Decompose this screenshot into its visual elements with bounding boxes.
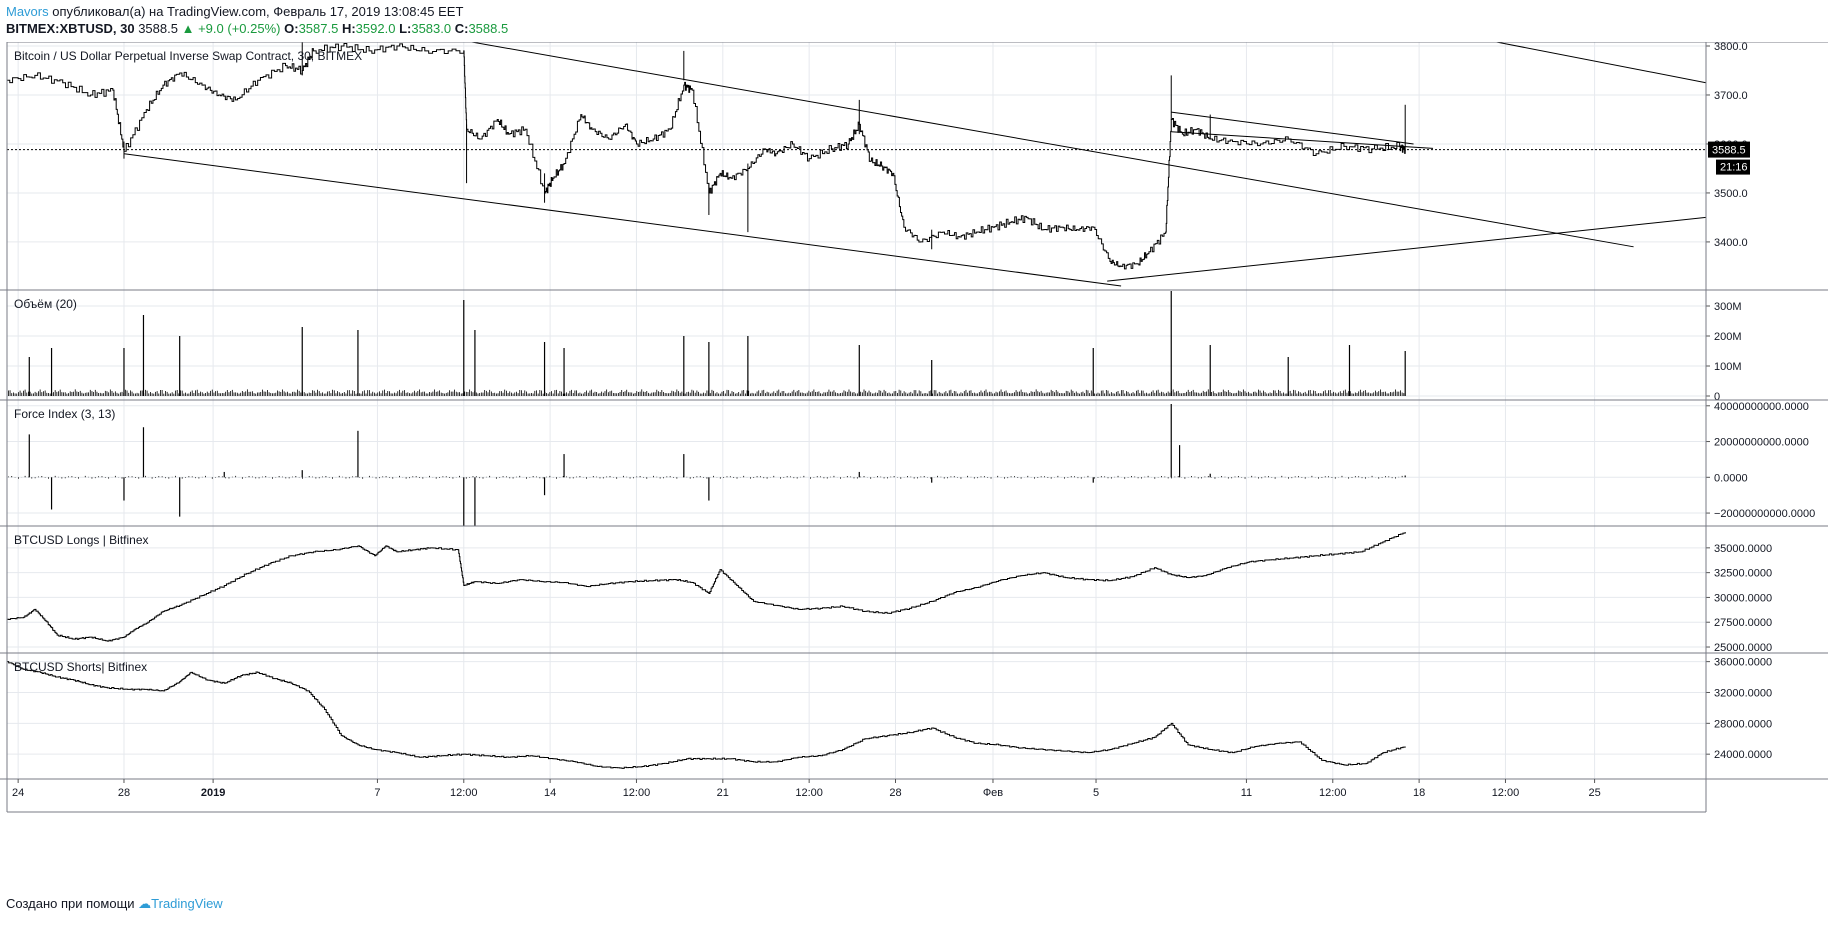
series-group	[7, 291, 1406, 396]
x-tick-label: 21	[717, 787, 729, 799]
y-tick-label: 32000.0000	[1714, 687, 1772, 699]
x-tick-label: 12:00	[623, 787, 651, 799]
y-tick-label: 3400.0	[1714, 237, 1748, 249]
x-tick-label: 18	[1413, 787, 1425, 799]
trend-line	[1171, 131, 1434, 149]
publish-line: Mavors опубликовал(а) на TradingView.com…	[6, 4, 463, 20]
x-tick-label: 28	[118, 787, 130, 799]
pane-4: 36000.0000 32000.0000 28000.0000 24000.0000…	[0, 657, 1828, 780]
volume-base-bars	[7, 389, 1405, 396]
tradingview-brand-link[interactable]: TradingView	[151, 896, 223, 911]
pane-title: Force Index (3, 13)	[14, 407, 115, 421]
x-tick-label: 14	[544, 787, 556, 799]
y-tick-label: 30000.0000	[1714, 592, 1772, 604]
countdown-badge	[1716, 159, 1750, 175]
y-tick-label: 300M	[1714, 301, 1742, 313]
y-tick-label: 20000000000.0000	[1714, 437, 1809, 449]
pane-0: 3800.03700.03600.03500.03400.03588.521:1…	[0, 42, 1828, 291]
x-tick-label: 11	[1241, 787, 1252, 799]
y-tick-label: 0	[1714, 391, 1720, 403]
y-tick-label: 28000.0000	[1714, 718, 1772, 730]
last-price-badge	[1708, 141, 1750, 158]
trend-line	[123, 153, 1122, 287]
y-tick-label: 32500.0000	[1714, 568, 1772, 580]
high-label: H:	[341, 21, 356, 36]
created-with-text: Создано при помощи	[6, 896, 135, 911]
y-tick-label: 3800.0	[1714, 42, 1748, 53]
symbol-label: BITMEX:XBTUSD, 30	[6, 21, 135, 36]
y-tick-label: −20000000000.0000	[1714, 508, 1815, 520]
grid-lines	[17, 42, 1596, 779]
pane-title: BTCUSD Longs | Bitfinex	[14, 533, 149, 547]
y-tick-label: 40000000000.0000	[1714, 401, 1809, 413]
close-label: C:	[454, 21, 469, 36]
published-text: опубликовал(а) на TradingView.com, Февра…	[52, 4, 464, 19]
series-line	[7, 43, 1406, 270]
change-value: +9.0 (+0.25%)	[198, 21, 281, 36]
y-tick-label: 0.0000	[1714, 472, 1748, 484]
up-arrow-icon: ▲	[181, 21, 195, 36]
chart-canvas[interactable]: 3800.03700.03600.03500.03400.03588.521:1…	[0, 42, 1828, 894]
countdown-badge-label: 21:16	[1720, 162, 1748, 174]
series-line	[7, 661, 1406, 769]
x-tick-label: 12:00	[795, 787, 823, 799]
last-price-badge-label: 3588.5	[1712, 145, 1746, 157]
series-group	[7, 661, 1406, 769]
pane-1: 300M 200M 100M 0 Объём (20)	[0, 291, 1828, 403]
x-tick-label: 5	[1093, 787, 1099, 799]
x-tick-label: 24	[12, 787, 24, 799]
close-value: 3588.5	[468, 21, 509, 36]
series-group	[7, 404, 1406, 526]
trend-line	[1493, 42, 1706, 84]
high-value: 3592.0	[355, 21, 396, 36]
low-label: L:	[399, 21, 412, 36]
x-tick-label: 25	[1588, 787, 1600, 799]
y-tick-label: 3500.0	[1714, 188, 1748, 200]
series-line	[7, 531, 1406, 642]
x-tick-label: 2019	[201, 787, 225, 799]
trend-line	[468, 42, 1634, 248]
y-tick-label: 3700.0	[1714, 90, 1748, 102]
pane-2: 40000000000.0000 20000000000.0000 0.0000 −2…	[0, 401, 1828, 527]
pane-title: Bitcoin / US Dollar Perpetual Inverse Sw…	[14, 49, 362, 63]
open-label: O:	[284, 21, 299, 36]
author-link[interactable]: Mavors	[6, 4, 49, 19]
pane-title: BTCUSD Shorts| Bitfinex	[14, 660, 147, 674]
pane-title: Объём (20)	[14, 297, 77, 311]
x-axis: 24 28 2019 7 12:00 14 12:00 21 12:00 28 Фев 5 11 12:0…	[12, 779, 1601, 799]
x-tick-label: 7	[374, 787, 380, 799]
y-tick-label: 24000.0000	[1714, 749, 1772, 761]
x-tick-label: 12:00	[1492, 787, 1520, 799]
x-tick-label: 12:00	[1319, 787, 1347, 799]
footer: Создано при помощи ☁TradingView	[6, 896, 223, 912]
trend-line	[1171, 111, 1414, 145]
last-price-value: 3588.5	[138, 21, 178, 36]
y-tick-label: 36000.0000	[1714, 657, 1772, 669]
y-tick-label: 35000.0000	[1714, 543, 1772, 555]
series-group	[7, 531, 1406, 642]
y-tick-label: 25000.0000	[1714, 642, 1772, 654]
x-tick-label: 28	[889, 787, 901, 799]
low-value: 3583.0	[411, 21, 452, 36]
force-base-bars	[7, 475, 1403, 479]
y-tick-label: 100M	[1714, 361, 1742, 373]
tradingview-logo-icon[interactable]: ☁	[138, 896, 152, 911]
pane-3: 35000.0000 32500.0000 30000.0000 27500.0000…	[0, 531, 1828, 654]
trend-line	[1107, 216, 1706, 282]
open-value: 3587.5	[298, 21, 339, 36]
x-tick-label: 12:00	[450, 787, 478, 799]
x-tick-label: Фев	[983, 787, 1003, 799]
symbol-line: BITMEX:XBTUSD, 30 3588.5 ▲ +9.0 (+0.25%)…	[6, 21, 508, 37]
y-tick-label: 200M	[1714, 331, 1742, 343]
series-group	[7, 42, 1706, 287]
y-tick-label: 27500.0000	[1714, 617, 1772, 629]
